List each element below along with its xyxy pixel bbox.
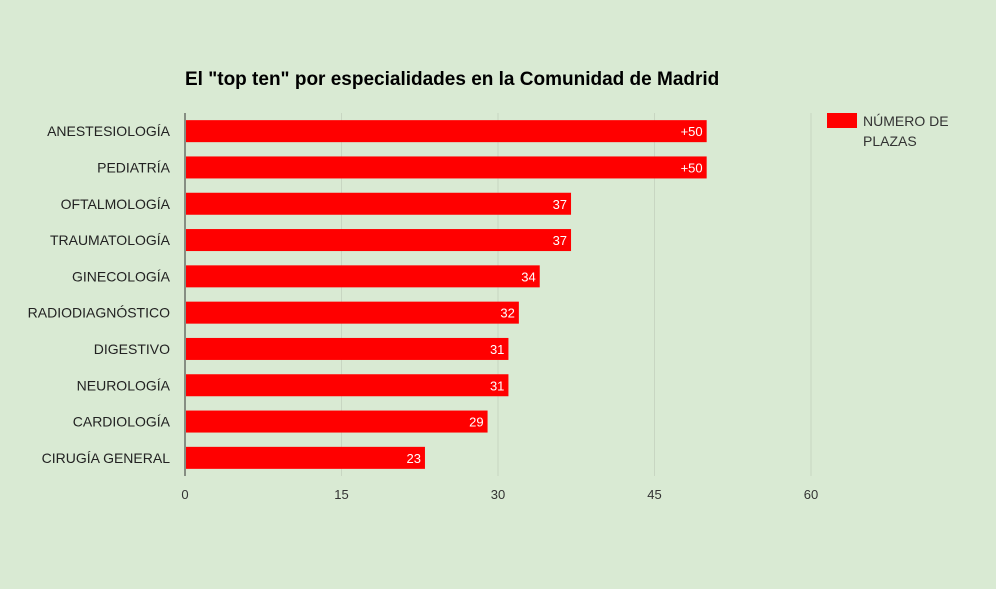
- x-tick-label: 0: [181, 487, 188, 502]
- data-label: 32: [500, 306, 514, 321]
- y-tick-label: CARDIOLOGÍA: [73, 414, 171, 430]
- x-tick-label: 15: [334, 487, 348, 502]
- bar: [186, 337, 509, 360]
- bar: [186, 192, 572, 215]
- bar: [186, 410, 488, 433]
- y-tick-label: NEUROLOGÍA: [77, 377, 171, 393]
- bar: [186, 120, 707, 143]
- bar: [186, 374, 509, 397]
- y-tick-label: OFTALMOLOGÍA: [61, 196, 171, 212]
- chart-title: El "top ten" por especialidades en la Co…: [185, 69, 719, 90]
- y-tick-label: DIGESTIVO: [94, 341, 170, 357]
- y-tick-label: GINECOLOGÍA: [72, 268, 171, 284]
- data-labels: +50 +50 37 37 34 32 31 31 29 23: [406, 124, 702, 466]
- y-tick-label: RADIODIAGNÓSTICO: [28, 305, 170, 321]
- data-label: +50: [681, 124, 703, 139]
- data-label: 31: [490, 378, 504, 393]
- bar: [186, 229, 572, 252]
- bar: [186, 446, 425, 469]
- axes: 0 15 30 45 60 ANESTESIOLOGÍA PEDIATRÍA OFTALMOL…: [28, 113, 818, 502]
- data-label: 37: [553, 197, 567, 212]
- bar: [186, 156, 707, 179]
- data-label: 37: [553, 233, 567, 248]
- x-tick-label: 60: [804, 487, 818, 502]
- bars: [186, 120, 707, 469]
- data-label: 23: [406, 451, 420, 466]
- x-tick-label: 30: [491, 487, 505, 502]
- bar: [186, 265, 540, 288]
- legend: NÚMERO DE PLAZAS: [827, 113, 949, 149]
- y-tick-label: TRAUMATOLOGÍA: [50, 232, 171, 248]
- y-tick-label: CIRUGÍA GENERAL: [42, 450, 171, 466]
- x-tick-label: 45: [647, 487, 661, 502]
- legend-swatch: [827, 113, 857, 128]
- y-tick-label: PEDIATRÍA: [97, 159, 171, 175]
- data-label: 34: [521, 269, 535, 284]
- data-label: +50: [681, 160, 703, 175]
- data-label: 31: [490, 342, 504, 357]
- legend-label: NÚMERO DE PLAZAS: [863, 113, 949, 149]
- y-tick-label: ANESTESIOLOGÍA: [47, 123, 171, 139]
- data-label: 29: [469, 415, 483, 430]
- bar: [186, 301, 519, 324]
